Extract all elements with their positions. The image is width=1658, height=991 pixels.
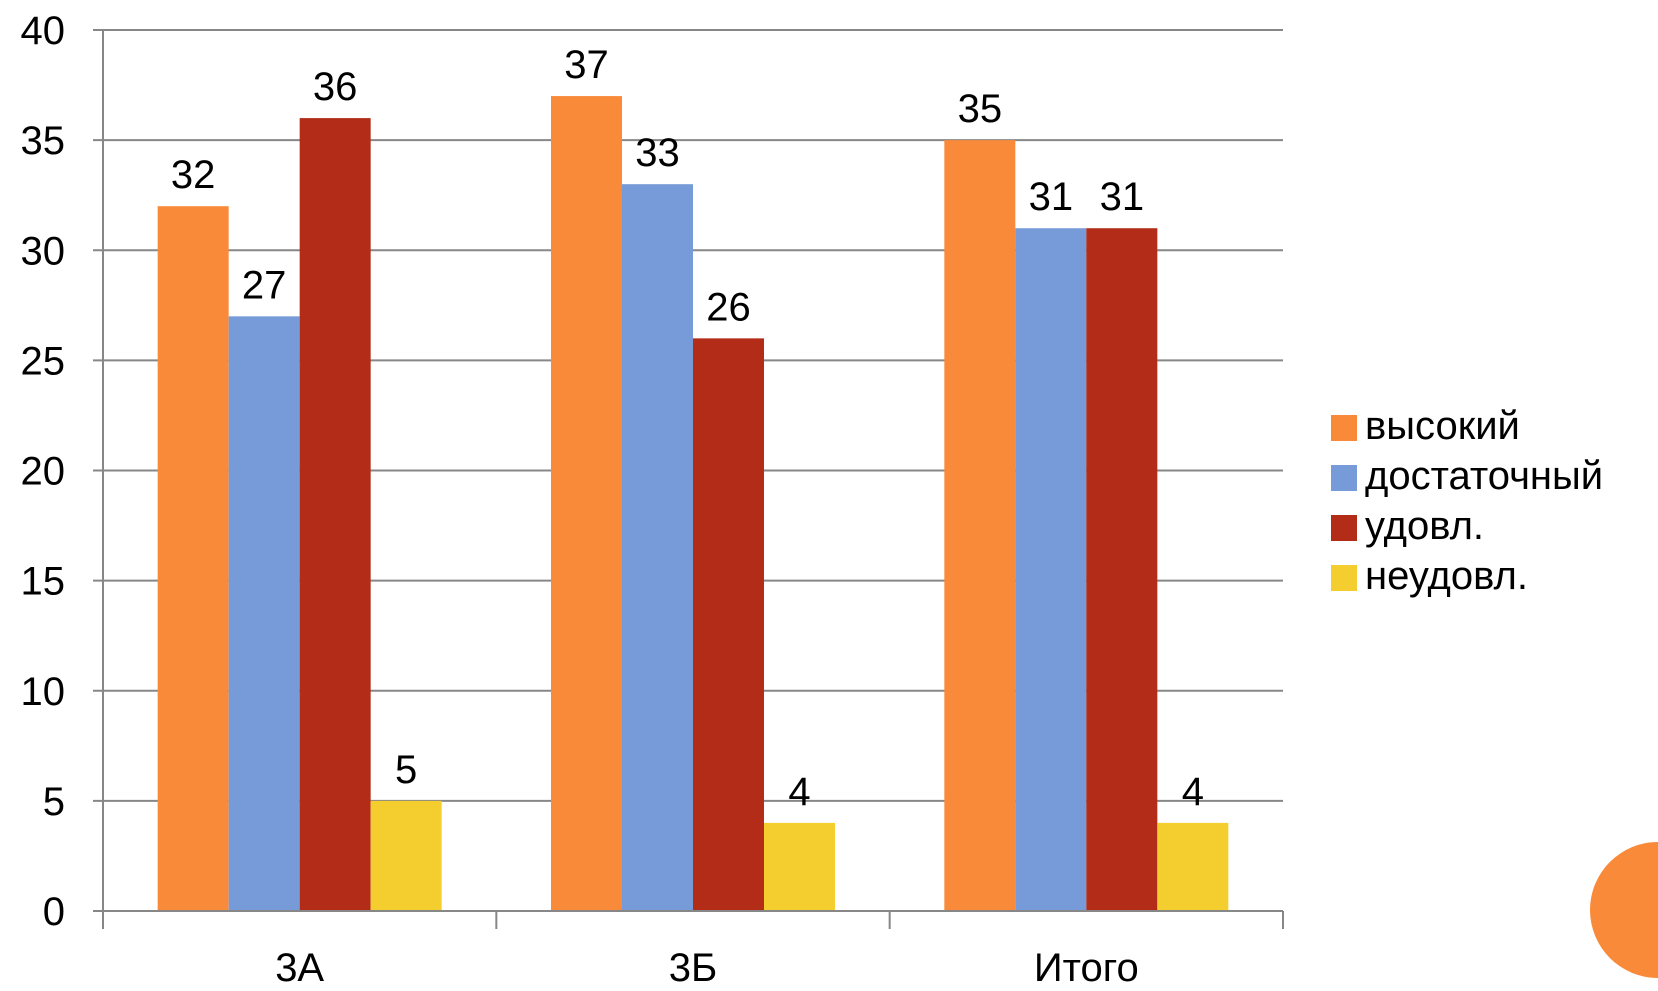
legend-swatch xyxy=(1331,415,1357,441)
y-tick-label: 15 xyxy=(21,560,66,604)
bar xyxy=(551,96,622,911)
data-label: 5 xyxy=(395,748,417,792)
data-label: 31 xyxy=(1100,175,1145,219)
legend-label: удовл. xyxy=(1365,504,1484,548)
data-label: 4 xyxy=(788,770,810,814)
data-label: 27 xyxy=(242,263,287,307)
data-labels: 32 27 36 5 37 33 26 4 35 31 31 4 xyxy=(171,43,1204,814)
data-label: 26 xyxy=(706,285,751,329)
bar xyxy=(622,184,693,912)
bar xyxy=(228,316,300,911)
y-tick-label: 30 xyxy=(21,229,66,273)
data-label: 32 xyxy=(171,153,216,197)
bar xyxy=(1086,228,1158,912)
y-tick-label: 20 xyxy=(21,450,66,494)
x-category-label: 3А xyxy=(275,946,324,990)
bar xyxy=(157,206,229,911)
legend-label: неудовл. xyxy=(1365,554,1528,598)
legend: высокий достаточный удовл. неудовл. xyxy=(1331,404,1603,598)
y-tick-label: 40 xyxy=(21,9,66,53)
data-label: 4 xyxy=(1182,770,1204,814)
x-axis-category-labels: 3А 3Б Итого xyxy=(275,946,1139,990)
legend-swatch xyxy=(1331,465,1357,491)
y-tick-label: 5 xyxy=(43,780,65,824)
bars xyxy=(157,96,1229,912)
y-axis-tick-labels: 0 5 10 15 20 25 30 35 40 xyxy=(21,9,66,934)
x-category-label: 3Б xyxy=(669,946,718,990)
bar xyxy=(1157,822,1229,911)
data-label: 35 xyxy=(958,87,1003,131)
bar xyxy=(944,140,1016,911)
bar xyxy=(693,338,764,912)
bar xyxy=(764,822,835,911)
y-tick-label: 25 xyxy=(21,339,66,383)
legend-swatch xyxy=(1331,515,1357,541)
axes xyxy=(93,29,1284,929)
bar xyxy=(370,800,442,911)
data-label: 33 xyxy=(635,131,680,175)
x-category-label: Итого xyxy=(1034,946,1139,990)
decorative-circle xyxy=(1590,842,1658,978)
bar xyxy=(1015,228,1087,912)
y-tick-label: 35 xyxy=(21,119,66,163)
data-label: 36 xyxy=(313,65,358,109)
data-label: 37 xyxy=(564,43,609,87)
legend-swatch xyxy=(1331,565,1357,591)
data-label: 31 xyxy=(1029,175,1074,219)
legend-label: высокий xyxy=(1365,404,1520,448)
y-tick-label: 0 xyxy=(43,890,65,934)
bar xyxy=(299,118,371,912)
legend-label: достаточный xyxy=(1365,454,1603,498)
y-tick-label: 10 xyxy=(21,670,66,714)
